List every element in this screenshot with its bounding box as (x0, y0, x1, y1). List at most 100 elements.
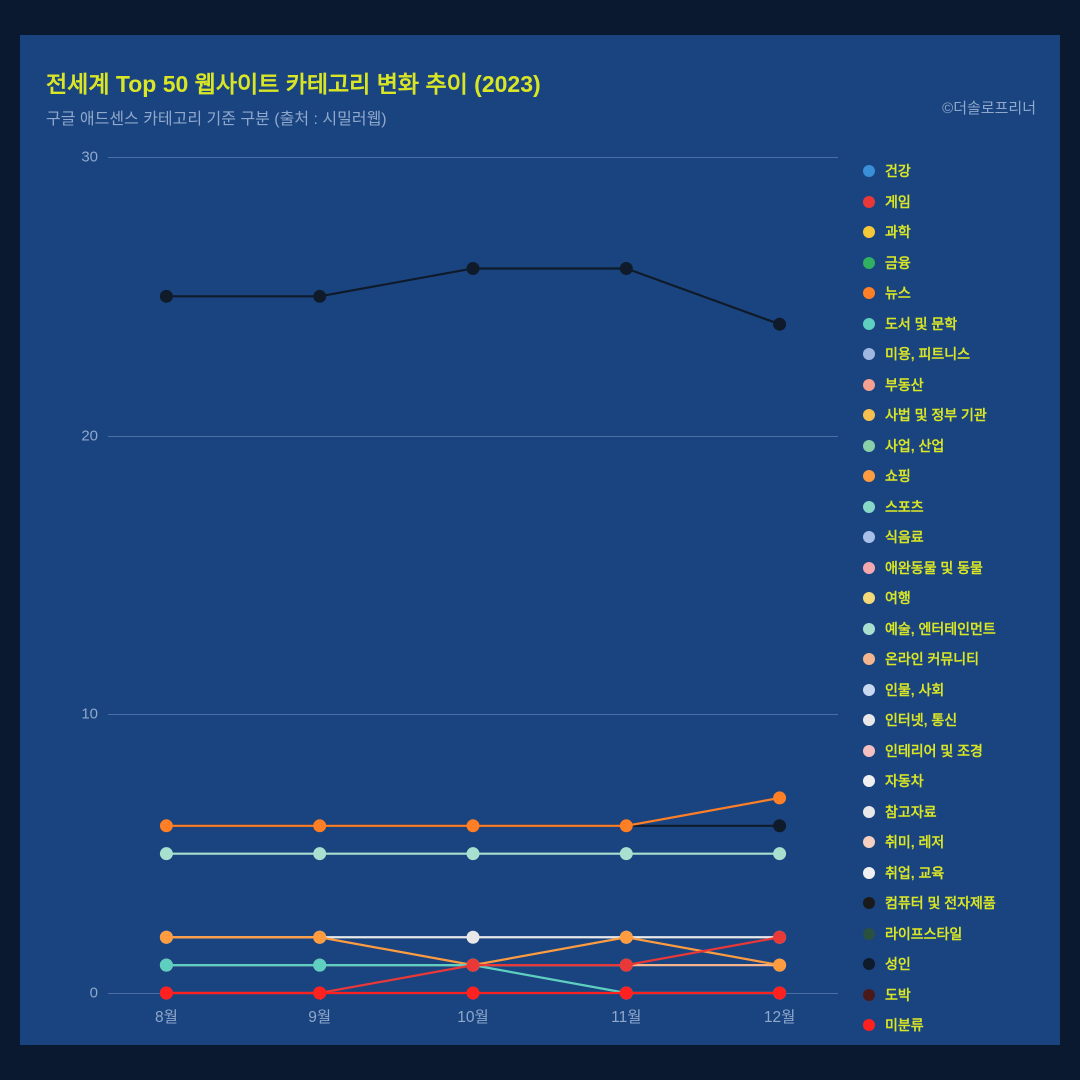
legend-dot-icon (863, 592, 875, 604)
legend-label: 사법 및 정부 기관 (885, 405, 987, 425)
legend-label: 라이프스타일 (885, 924, 962, 944)
legend-dot-icon (863, 958, 875, 970)
legend-label: 미분류 (885, 1015, 924, 1035)
legend-item[interactable]: 참고자료 (863, 802, 1040, 822)
legend-label: 도박 (885, 985, 911, 1005)
legend-label: 예술, 엔터테인먼트 (885, 619, 996, 639)
series-marker[interactable] (620, 931, 633, 944)
chart-subtitle: 구글 애드센스 카테고리 기준 구분 (출처 : 시밀러웹) (46, 105, 1040, 129)
series-marker[interactable] (313, 959, 326, 972)
series-marker[interactable] (160, 847, 173, 860)
legend-item[interactable]: 인테리어 및 조경 (863, 741, 1040, 761)
legend-label: 금융 (885, 253, 911, 273)
legend-dot-icon (863, 684, 875, 696)
legend-item[interactable]: 미분류 (863, 1015, 1040, 1035)
series-marker[interactable] (160, 959, 173, 972)
series-marker[interactable] (773, 987, 786, 1000)
series-marker[interactable] (313, 931, 326, 944)
legend-label: 과학 (885, 222, 911, 242)
legend-dot-icon (863, 470, 875, 482)
legend-item[interactable]: 예술, 엔터테인먼트 (863, 619, 1040, 639)
series-marker[interactable] (160, 290, 173, 303)
series-marker[interactable] (620, 959, 633, 972)
legend-label: 온라인 커뮤니티 (885, 649, 979, 669)
legend-dot-icon (863, 440, 875, 452)
legend-dot-icon (863, 501, 875, 513)
legend-item[interactable]: 금융 (863, 253, 1040, 273)
legend-item[interactable]: 부동산 (863, 375, 1040, 395)
series-marker[interactable] (773, 819, 786, 832)
legend-dot-icon (863, 775, 875, 787)
series-marker[interactable] (313, 987, 326, 1000)
series-marker[interactable] (773, 791, 786, 804)
legend-item[interactable]: 미용, 피트니스 (863, 344, 1040, 364)
legend-item[interactable]: 과학 (863, 222, 1040, 242)
legend-label: 인터넷, 통신 (885, 710, 957, 730)
legend-item[interactable]: 컴퓨터 및 전자제품 (863, 893, 1040, 913)
legend-label: 취미, 레저 (885, 832, 944, 852)
series-line[interactable] (166, 268, 779, 324)
legend-item[interactable]: 성인 (863, 954, 1040, 974)
legend-item[interactable]: 자동차 (863, 771, 1040, 791)
legend-item[interactable]: 스포츠 (863, 497, 1040, 517)
legend-item[interactable]: 사업, 산업 (863, 436, 1040, 456)
legend-dot-icon (863, 562, 875, 574)
chart-title: 전세계 Top 50 웹사이트 카테고리 변화 추이 (2023) (46, 65, 1040, 99)
chart-plot-area: 01020308월9월10월11월12월 (46, 157, 833, 1027)
series-marker[interactable] (467, 959, 480, 972)
legend-item[interactable]: 게임 (863, 192, 1040, 212)
legend-dot-icon (863, 714, 875, 726)
legend-item[interactable]: 쇼핑 (863, 466, 1040, 486)
chart-legend: 건강게임과학금융뉴스도서 및 문학미용, 피트니스부동산사법 및 정부 기관사업… (833, 157, 1040, 1037)
legend-item[interactable]: 도서 및 문학 (863, 314, 1040, 334)
series-marker[interactable] (620, 987, 633, 1000)
series-marker[interactable] (467, 262, 480, 275)
series-marker[interactable] (620, 847, 633, 860)
series-marker[interactable] (773, 847, 786, 860)
legend-item[interactable]: 건강 (863, 161, 1040, 181)
series-marker[interactable] (773, 318, 786, 331)
series-marker[interactable] (160, 819, 173, 832)
legend-dot-icon (863, 409, 875, 421)
legend-label: 사업, 산업 (885, 436, 944, 456)
series-marker[interactable] (467, 931, 480, 944)
legend-dot-icon (863, 623, 875, 635)
legend-dot-icon (863, 653, 875, 665)
credit-text: ©더솔로프리너 (942, 97, 1036, 118)
series-marker[interactable] (467, 819, 480, 832)
series-marker[interactable] (620, 819, 633, 832)
legend-item[interactable]: 인터넷, 통신 (863, 710, 1040, 730)
legend-item[interactable]: 인물, 사회 (863, 680, 1040, 700)
legend-dot-icon (863, 379, 875, 391)
series-marker[interactable] (467, 847, 480, 860)
legend-item[interactable]: 여행 (863, 588, 1040, 608)
legend-item[interactable]: 취미, 레저 (863, 832, 1040, 852)
series-marker[interactable] (467, 987, 480, 1000)
legend-dot-icon (863, 531, 875, 543)
legend-item[interactable]: 사법 및 정부 기관 (863, 405, 1040, 425)
outer-frame: 전세계 Top 50 웹사이트 카테고리 변화 추이 (2023) 구글 애드센… (0, 0, 1080, 1080)
legend-item[interactable]: 온라인 커뮤니티 (863, 649, 1040, 669)
series-marker[interactable] (160, 931, 173, 944)
legend-dot-icon (863, 867, 875, 879)
legend-label: 애완동물 및 동물 (885, 558, 983, 578)
legend-item[interactable]: 도박 (863, 985, 1040, 1005)
legend-item[interactable]: 식음료 (863, 527, 1040, 547)
legend-label: 게임 (885, 192, 911, 212)
series-marker[interactable] (620, 262, 633, 275)
series-marker[interactable] (313, 819, 326, 832)
series-marker[interactable] (313, 847, 326, 860)
legend-item[interactable]: 애완동물 및 동물 (863, 558, 1040, 578)
legend-label: 도서 및 문학 (885, 314, 957, 334)
legend-label: 인물, 사회 (885, 680, 944, 700)
legend-label: 건강 (885, 161, 911, 181)
legend-dot-icon (863, 318, 875, 330)
legend-item[interactable]: 취업, 교육 (863, 863, 1040, 883)
series-marker[interactable] (773, 959, 786, 972)
series-marker[interactable] (160, 987, 173, 1000)
series-marker[interactable] (313, 290, 326, 303)
series-marker[interactable] (773, 931, 786, 944)
legend-item[interactable]: 뉴스 (863, 283, 1040, 303)
legend-label: 부동산 (885, 375, 924, 395)
legend-item[interactable]: 라이프스타일 (863, 924, 1040, 944)
